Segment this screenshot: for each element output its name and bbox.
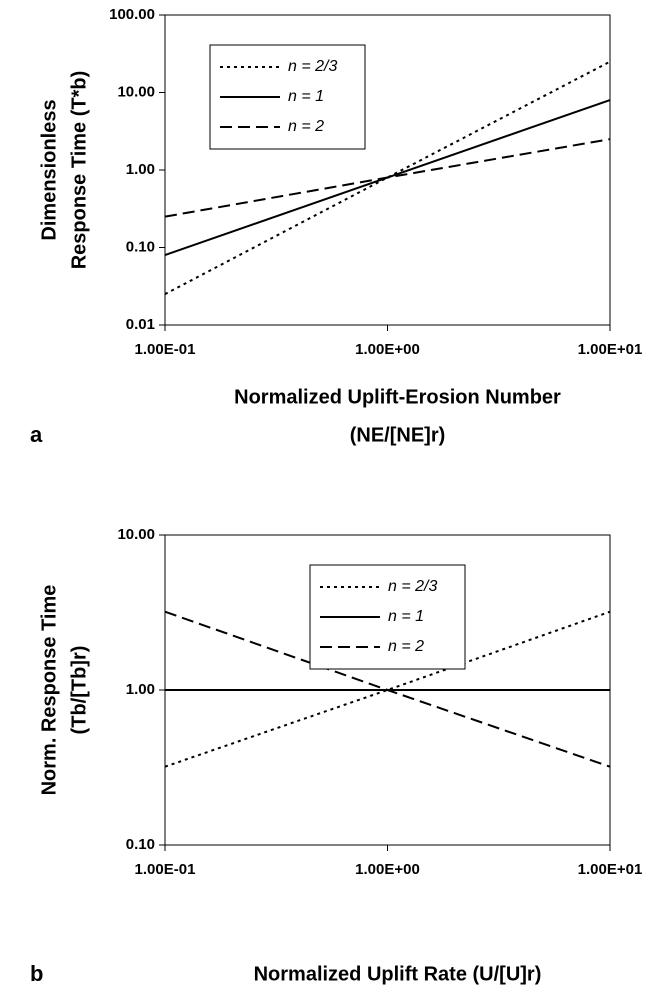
y-tick-label: 100.00 [109,6,155,23]
y-tick-label: 1.00 [126,681,155,698]
y-tick-label: 10.00 [117,526,155,543]
legend-label: n = 1 [388,608,424,625]
series-line [164,610,611,768]
panel-label: a [30,422,43,447]
x-axis-label: Normalized Uplift Rate (U/[U]r) [254,963,542,985]
x-axis-label: Normalized Uplift-Erosion Number [234,386,561,408]
x-tick-label: 1.00E+01 [578,861,643,878]
y-tick-label: 0.01 [126,316,155,333]
y-tick-label: 0.10 [126,238,155,255]
x-tick-label: 1.00E-01 [135,861,196,878]
series-line [164,610,611,768]
legend-label: n = 2 [388,638,424,655]
panel-label: b [30,961,43,986]
y-axis-label: Response Time (T*b) [68,71,90,270]
legend-label: n = 2/3 [288,58,337,75]
y-axis-label: (Tb/[Tb]r) [68,646,90,735]
x-tick-label: 1.00E+00 [355,861,420,878]
legend-label: n = 2/3 [388,578,437,595]
y-tick-label: 10.00 [117,83,155,100]
legend-label: n = 2 [288,118,324,135]
y-tick-label: 1.00 [126,161,155,178]
x-tick-label: 1.00E+01 [578,341,643,358]
legend-label: n = 1 [288,88,324,105]
series-line [164,138,611,218]
y-axis-label: Dimensionless [38,99,60,240]
x-axis-label: (NE/[NE]r) [350,424,446,446]
x-tick-label: 1.00E+00 [355,341,420,358]
y-axis-label: Norm. Response Time [38,585,60,796]
y-tick-label: 0.10 [126,836,155,853]
x-tick-label: 1.00E-01 [135,341,196,358]
